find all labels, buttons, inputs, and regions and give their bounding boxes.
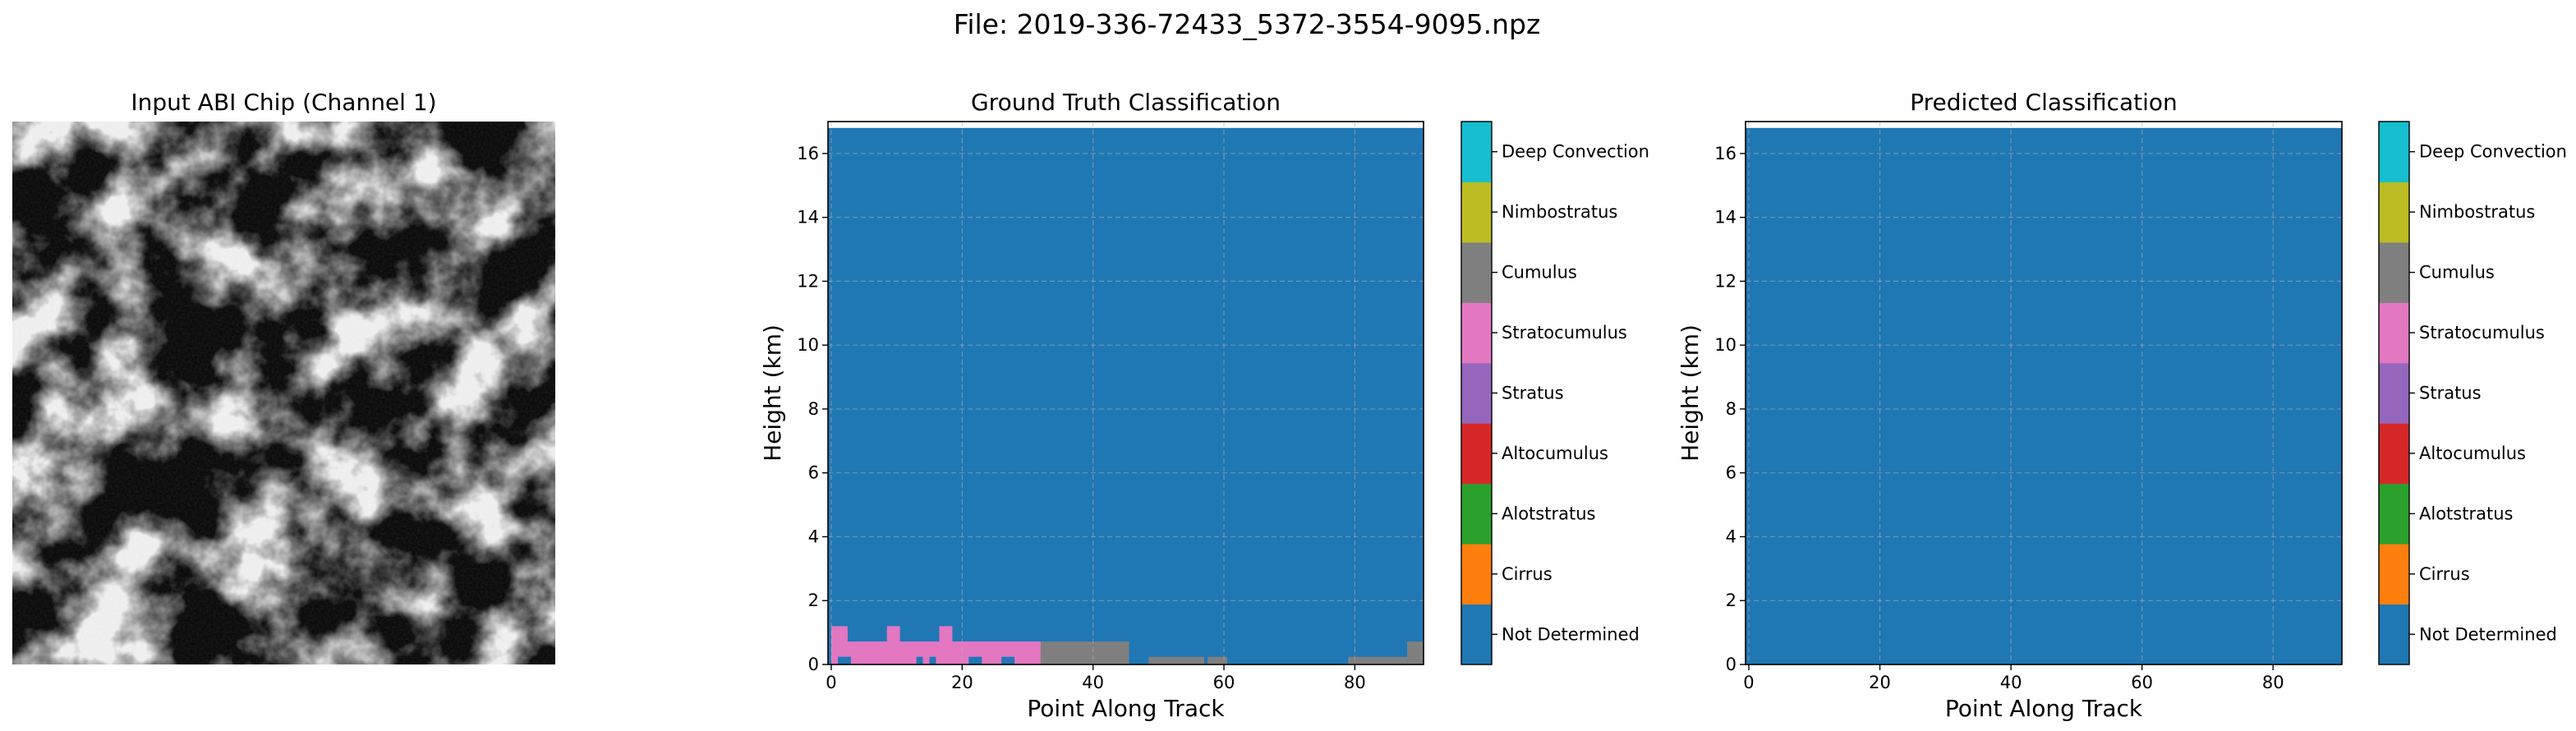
y-tick-label: 10: [1714, 335, 1736, 355]
colorbar-label: Nimbostratus: [1502, 202, 1617, 222]
x-tick-label: 20: [1869, 673, 1891, 692]
y-tick-label: 2: [808, 591, 819, 610]
colorbar-label: Altocumulus: [2419, 444, 2526, 463]
axes-frame: [827, 121, 1424, 665]
class-region: [968, 656, 982, 664]
class-region: [1040, 641, 1129, 664]
colorbar-label: Cumulus: [1502, 263, 1577, 283]
colorbar-segment: [2379, 544, 2409, 605]
class-region: [830, 626, 848, 642]
colorbar-label: Nimbostratus: [2419, 202, 2535, 222]
class-region: [1148, 656, 1205, 664]
predicted-panel: Predicted Classification 0 20 40 60 80 0 2 4 6 8 10…: [1677, 89, 2567, 722]
y-tick-label: 8: [1726, 399, 1736, 419]
y-tick-label: 14: [1714, 208, 1736, 228]
class-region: [1208, 656, 1227, 664]
axes-frame: [1745, 121, 2343, 665]
class-region: [1348, 656, 1408, 664]
colorbar-segment: [1461, 182, 1492, 243]
y-tick-label: 0: [1726, 655, 1736, 674]
class-region: [939, 626, 953, 642]
plot-title: Ground Truth Classification: [971, 89, 1281, 116]
y-tick-label: 16: [797, 144, 819, 163]
colorbar-segment: [1461, 122, 1492, 182]
colorbar-segment: [2379, 122, 2409, 182]
figure-title: File: 2019-336-72433_5372-3554-9095.npz: [954, 8, 1541, 40]
background-class-region: [828, 127, 1424, 664]
colorbar-label: Deep Convection: [2419, 142, 2567, 162]
colorbar-label: Deep Convection: [1502, 142, 1649, 162]
y-tick-label: 14: [797, 208, 819, 228]
x-tick-label: 0: [826, 673, 836, 692]
colorbar-label: Not Determined: [2419, 624, 2557, 644]
colorbar-label: Altocumulus: [1502, 444, 1608, 463]
y-tick-label: 12: [1714, 271, 1736, 291]
x-tick-label: 20: [951, 673, 973, 692]
colorbar-segment: [2379, 241, 2409, 303]
ground-truth-panel: Ground Truth Classification 0 20 40 60 80 0 2 4 6…: [759, 89, 1649, 722]
colorbar-segment: [2379, 182, 2409, 243]
y-tick-label: 4: [1726, 526, 1736, 546]
colorbar-segment: [2379, 362, 2409, 424]
colorbar-label: Cumulus: [2419, 263, 2495, 283]
input-chip-image: [12, 122, 555, 664]
colorbar-segment: [1461, 483, 1492, 545]
y-tick-label: 4: [808, 526, 819, 546]
colorbar-label: Not Determined: [1502, 624, 1640, 644]
x-tick-label: 40: [2000, 673, 2022, 692]
x-axis-label: Point Along Track: [1945, 695, 2143, 722]
colorbar-label: Cirrus: [1502, 564, 1552, 584]
y-tick-label: 10: [797, 335, 819, 355]
colorbar-segment: [2379, 302, 2409, 364]
x-axis-label: Point Along Track: [1027, 695, 1225, 722]
plot-title: Predicted Classification: [1910, 89, 2178, 116]
colorbar-segment: [2379, 604, 2409, 665]
class-region: [916, 656, 923, 664]
class-region: [1001, 656, 1015, 664]
y-tick-label: 0: [808, 655, 819, 674]
colorbar-label: Cirrus: [2419, 564, 2470, 584]
x-tick-label: 80: [2262, 673, 2284, 692]
colorbar-label: Stratocumulus: [2419, 323, 2545, 343]
class-region: [1407, 641, 1424, 664]
x-tick-label: 40: [1082, 673, 1104, 692]
y-tick-label: 16: [1714, 144, 1736, 163]
colorbar-label: Stratus: [2419, 384, 2482, 403]
y-tick-label: 6: [1726, 463, 1736, 483]
colorbar-segment: [1461, 241, 1492, 303]
colorbar-frame: [1460, 121, 1493, 665]
colorbar: Not Determined Cirrus Alotstratus Altocumul…: [1460, 121, 1649, 665]
x-tick-label: 0: [1743, 673, 1754, 692]
class-region: [886, 626, 900, 642]
colorbar-segment: [1461, 423, 1492, 485]
y-tick-label: 2: [1726, 591, 1736, 610]
colorbar-label: Stratus: [1502, 384, 1564, 403]
x-tick-label: 80: [1344, 673, 1366, 692]
colorbar-segment: [1461, 362, 1492, 424]
y-axis-label: Height (km): [1677, 324, 1704, 462]
colorbar-segment: [1461, 302, 1492, 364]
input-chip-title: Input ABI Chip (Channel 1): [131, 89, 436, 116]
colorbar-segment: [2379, 423, 2409, 485]
colorbar-label: Alotstratus: [1502, 503, 1595, 523]
input-chip-panel: Input ABI Chip (Channel 1): [12, 89, 555, 664]
y-axis-label: Height (km): [759, 324, 786, 462]
class-region: [929, 656, 936, 664]
colorbar-label: Stratocumulus: [1502, 323, 1627, 343]
colorbar-segment: [1461, 544, 1492, 605]
y-tick-label: 12: [797, 271, 819, 291]
y-tick-label: 8: [808, 399, 819, 419]
class-region: [837, 656, 851, 664]
colorbar: Not Determined Cirrus Alotstratus Altocumul…: [2378, 121, 2567, 665]
x-tick-label: 60: [2131, 673, 2153, 692]
colorbar-frame: [2378, 121, 2410, 665]
colorbar-segment: [2379, 483, 2409, 545]
background-class-region: [1746, 127, 2342, 664]
y-tick-label: 6: [808, 463, 819, 483]
colorbar-label: Alotstratus: [2419, 503, 2513, 523]
colorbar-segment: [1461, 604, 1492, 665]
x-tick-label: 60: [1213, 673, 1235, 692]
